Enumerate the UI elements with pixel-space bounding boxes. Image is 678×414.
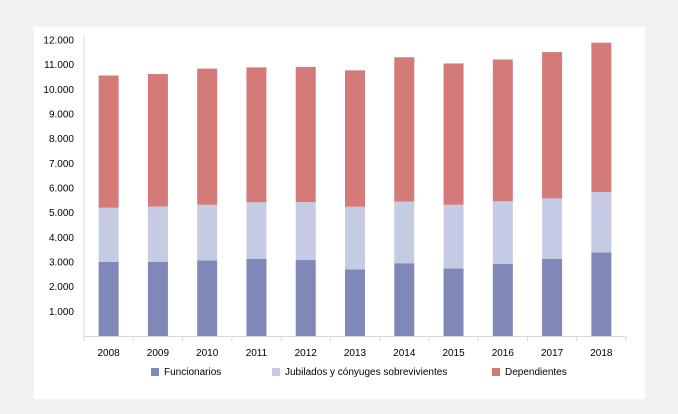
- bar-2018-series-1: [591, 191, 612, 253]
- x-tick-label: 2016: [492, 348, 515, 359]
- y-tick-label: 3.000: [49, 258, 74, 269]
- y-tick-label: 2.000: [49, 282, 74, 293]
- x-tick-label: 2009: [147, 348, 170, 359]
- bar-2017-series-2: [542, 52, 563, 199]
- stacked-bar-chart: 1.000 2.000 3.000 4.000 5.000 6.000 7.000 8.000…: [43, 36, 627, 378]
- bar-2016-series-0: [492, 263, 513, 336]
- bar-2014-series-1: [394, 201, 415, 264]
- y-tick-label: 8.000: [49, 134, 74, 145]
- bar-2013-series-1: [345, 206, 365, 270]
- x-tick-label: 2011: [246, 348, 268, 359]
- bar-2015-series-1: [443, 204, 464, 269]
- bar-2018-series-0: [591, 252, 612, 336]
- y-tick-label: 12.000: [43, 36, 74, 47]
- y-tick-label: 5.000: [49, 208, 74, 219]
- x-tick-label: 2013: [344, 348, 367, 359]
- bar-2011-series-0: [246, 258, 267, 336]
- x-tick-label: 2010: [196, 348, 219, 359]
- bar-2011-series-1: [246, 202, 267, 259]
- y-tick-label: 11.000: [44, 60, 74, 71]
- x-tick-label: 2018: [590, 348, 613, 359]
- bar-2016-series-2: [492, 59, 513, 202]
- bar-2013-series-0: [345, 269, 365, 336]
- y-axis: 1.000 2.000 3.000 4.000 5.000 6.000 7.000 8.000…: [43, 36, 85, 336]
- bars-layer: [98, 42, 612, 336]
- bar-2017-series-0: [542, 258, 563, 336]
- y-tick-label: 10.000: [43, 85, 74, 96]
- y-tick-label: 1.000: [49, 307, 74, 318]
- bar-2009-series-1: [147, 206, 168, 262]
- x-tick-label: 2017: [541, 348, 564, 359]
- bar-2009-series-0: [147, 262, 168, 336]
- legend-label: Jubilados y cónyuges sobrevivientes: [285, 367, 447, 378]
- legend-label: Funcionarios: [164, 367, 221, 378]
- bar-2008-series-1: [98, 207, 119, 262]
- bar-2014-series-0: [394, 263, 415, 336]
- bar-2008-series-2: [98, 75, 119, 208]
- legend: Funcionarios Jubilados y cónyuges sobrevi…: [151, 367, 567, 378]
- y-tick-label: 6.000: [49, 184, 74, 195]
- bar-2012-series-1: [295, 202, 316, 261]
- bar-2015-series-2: [443, 63, 464, 205]
- x-tick-label: 2014: [393, 348, 416, 359]
- bar-2016-series-1: [492, 201, 513, 264]
- bar-2010-series-0: [197, 260, 218, 336]
- legend-swatch: [272, 368, 280, 376]
- bar-2008-series-0: [98, 262, 119, 336]
- bar-2011-series-2: [246, 67, 267, 203]
- x-tick-label: 2015: [442, 348, 465, 359]
- bar-2010-series-1: [197, 204, 218, 261]
- bar-2010-series-2: [197, 68, 218, 205]
- bar-2015-series-0: [443, 268, 464, 336]
- chart-frame: 1.000 2.000 3.000 4.000 5.000 6.000 7.000 8.000…: [34, 27, 645, 399]
- bar-2009-series-2: [147, 74, 168, 207]
- y-tick-label: 7.000: [49, 159, 74, 170]
- x-tick-label: 2012: [295, 348, 318, 359]
- legend-swatch: [151, 368, 159, 376]
- legend-swatch: [492, 368, 500, 376]
- legend-label: Dependientes: [505, 367, 567, 378]
- y-tick-label: 9.000: [49, 110, 74, 121]
- bar-2018-series-2: [591, 42, 612, 192]
- bar-2013-series-2: [345, 70, 365, 207]
- bar-2012-series-0: [295, 260, 316, 336]
- bar-2014-series-2: [394, 57, 415, 202]
- x-axis: 2008 2009 2010 2011 2012 2013 2014 2015 2016 2017…: [83, 336, 627, 359]
- bar-2017-series-1: [542, 198, 563, 259]
- y-tick-label: 4.000: [49, 233, 74, 244]
- bar-2012-series-2: [295, 66, 316, 203]
- x-tick-label: 2008: [98, 348, 121, 359]
